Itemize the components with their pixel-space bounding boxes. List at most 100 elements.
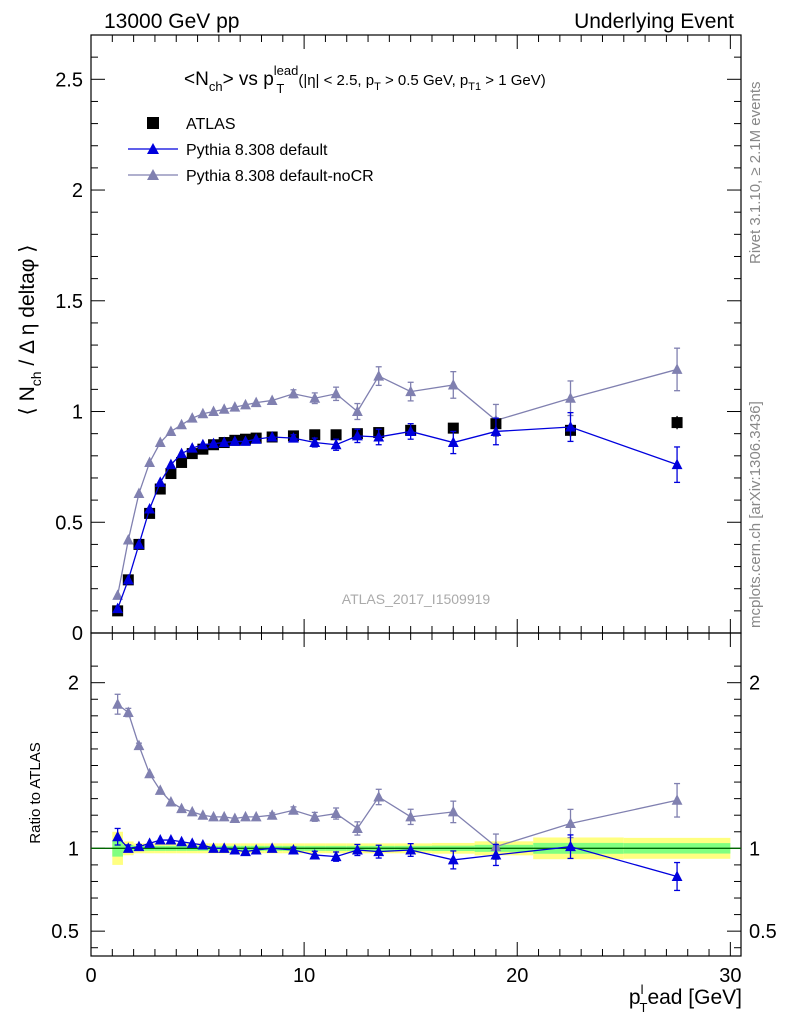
- ratio-series-default-point: [671, 870, 683, 881]
- ratio-series-nocr-point: [351, 822, 363, 833]
- series-default-point: [351, 429, 363, 441]
- main-axis-ticks: 0.5 1 1.5 2 2.5 0: [55, 35, 741, 645]
- series-default-point: [240, 435, 251, 446]
- series-nocr-point: [176, 418, 187, 430]
- ratio-series-nocr-point: [133, 739, 145, 751]
- ratio-series-default-point: [266, 842, 278, 853]
- series-nocr-point: [218, 403, 230, 414]
- ratio-series-nocr-point: [165, 795, 177, 807]
- series-nocr-line: [117, 368, 678, 596]
- main-y-axis-label-sub: ch: [28, 371, 44, 386]
- series-default-point: [405, 425, 417, 436]
- legend-marker-default: [147, 143, 159, 154]
- series-default-point: [309, 436, 321, 448]
- ratio-series-default-point: [154, 834, 166, 845]
- ratio-series-default-point: [405, 843, 417, 855]
- ratio-series-default-point: [133, 840, 145, 852]
- x-tick-label: 20: [506, 965, 528, 987]
- ratio-y-tick-label-right: 0.5: [749, 921, 777, 943]
- title-cuts-b: > 0.5 GeV, p: [381, 72, 468, 89]
- title-main-sub2: T: [276, 81, 284, 96]
- main-y-tick-label: 0: [72, 623, 83, 645]
- series-nocr-point: [165, 425, 177, 436]
- ratio-series-default-point: [197, 839, 209, 850]
- series-nocr-point: [229, 401, 241, 412]
- series-default-point: [154, 476, 166, 487]
- series-nocr-point: [186, 412, 198, 423]
- ratio-series-default-point: [176, 835, 187, 847]
- ratio-series-nocr-point: [266, 809, 278, 820]
- series-atlas-point: [671, 417, 683, 429]
- ratio-y-tick-label: 2: [68, 673, 79, 695]
- series-default-point: [197, 438, 209, 450]
- plot-title: <Nch> vs plead T (|η| < 2.5, pT > 0.5 GeV,…: [184, 63, 546, 96]
- series-nocr-point: [144, 456, 156, 467]
- main-y-tick-label: 2.5: [55, 69, 83, 91]
- title-cuts-sub1: T: [374, 81, 381, 93]
- ratio-series-nocr-point: [405, 810, 417, 822]
- main-y-tick-label: 1: [72, 402, 83, 424]
- ratio-series-nocr-point: [447, 805, 459, 817]
- ratio-axis-ticks: 0 10 20 30 0.5 0.5 1 1 2 2: [51, 633, 777, 987]
- ratio-series-default-point: [288, 843, 299, 855]
- series-atlas-point: [165, 468, 177, 480]
- main-y-axis-label-a: ⟨ N: [16, 386, 39, 415]
- series-default-point: [565, 421, 576, 432]
- series-default-point: [112, 602, 124, 614]
- ratio-series-default-point: [565, 840, 576, 852]
- mcplots-label: mcplots.cern.ch [arXiv:1306.3436]: [747, 401, 764, 628]
- series-default-point: [133, 538, 145, 549]
- legend-marker-nocr: [147, 169, 159, 180]
- series-atlas-point: [447, 422, 459, 434]
- ratio-series-nocr-point: [330, 807, 342, 819]
- main-y-tick-label: 2: [72, 180, 83, 202]
- ratio-y-tick-label: 1: [68, 838, 79, 860]
- series-default-point: [373, 430, 385, 442]
- title-cuts-sub2: T1: [468, 81, 481, 93]
- series-atlas-point: [330, 429, 342, 441]
- title-main: <N: [184, 69, 209, 90]
- series-default-point: [186, 442, 198, 453]
- ratio-series-nocr-point: [373, 790, 385, 802]
- x-axis-label-p: p: [629, 986, 641, 1009]
- ratio-series-nocr-point: [197, 809, 209, 820]
- analysis-label: ATLAS_2017_I1509919: [342, 591, 491, 607]
- ratio-y-tick-label-right: 1: [749, 838, 760, 860]
- series-nocr-point: [405, 385, 417, 397]
- x-tick-label: 10: [293, 965, 315, 987]
- ratio-series-nocr-point: [122, 706, 134, 718]
- legend: ATLAS Pythia 8.308 default Pythia 8.308 …: [128, 116, 374, 185]
- ratio-series-nocr-point: [144, 767, 156, 779]
- series-default-point: [288, 432, 299, 443]
- series-atlas-point: [186, 448, 198, 460]
- ratio-series-nocr-point: [154, 784, 166, 795]
- ratio-series-default-point: [122, 842, 134, 853]
- x-axis-label-sub: T: [639, 1000, 647, 1015]
- main-y-tick-label: 0.5: [55, 512, 83, 534]
- series-nocr-point: [671, 363, 683, 374]
- ratio-series-nocr-point: [218, 810, 230, 822]
- series-default-point: [144, 502, 156, 514]
- ratio-series-nocr-point: [240, 810, 251, 822]
- x-tick-label: 30: [719, 965, 741, 987]
- ratio-series-default-point: [186, 837, 198, 848]
- legend-label-nocr: Pythia 8.308 default-noCR: [186, 168, 374, 185]
- title-main-mid: > vs p: [223, 69, 274, 90]
- ratio-uncertainty-bands: [91, 831, 741, 865]
- main-y-tick-label: 1.5: [55, 291, 83, 313]
- title-main-sub: ch: [209, 79, 223, 94]
- ratio-series-default-point: [250, 843, 262, 855]
- x-axis-label: pl Tead [GeV]: [629, 982, 742, 1015]
- ratio-series-default-point: [447, 853, 459, 865]
- series-default-point: [330, 438, 342, 450]
- ratio-series-default-point: [144, 837, 156, 848]
- x-tick-label: 0: [85, 965, 96, 987]
- ratio-series-default-point: [330, 850, 342, 862]
- series-default-point: [176, 447, 187, 459]
- series-default-point: [208, 437, 219, 449]
- series-nocr-point: [373, 370, 385, 381]
- ratio-series-default-point: [208, 842, 219, 853]
- series-nocr-point: [197, 407, 209, 419]
